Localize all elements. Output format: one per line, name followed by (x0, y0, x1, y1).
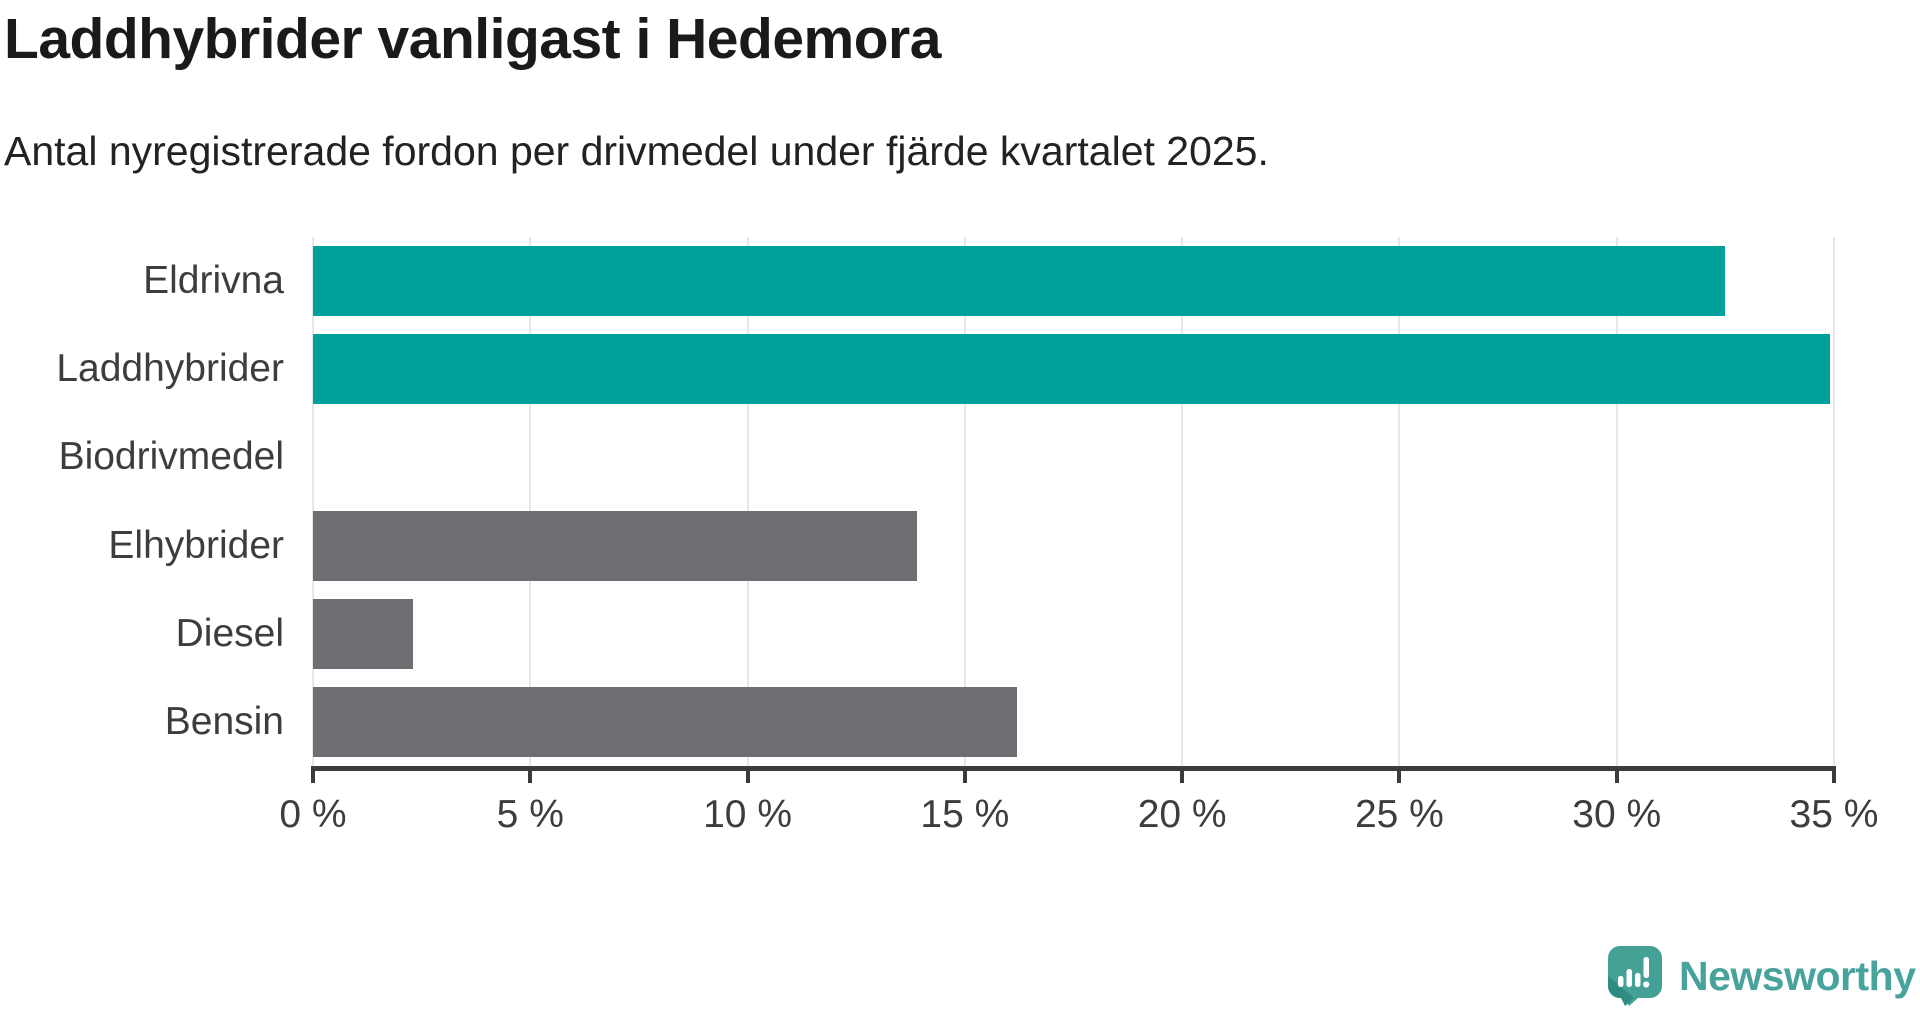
bar-row (313, 590, 1834, 678)
x-axis-tick-label: 15 % (920, 793, 1010, 836)
bar (313, 334, 1830, 405)
x-axis-tick-label: 30 % (1572, 793, 1662, 836)
x-axis-tick-label: 10 % (703, 793, 793, 836)
bar-row (313, 237, 1834, 325)
bar (313, 686, 1017, 757)
x-axis-tick (1614, 766, 1619, 783)
category-axis: Eldrivna Laddhybrider Biodrivmedel Elhybrid… (0, 237, 284, 766)
newsworthy-logo-icon (1608, 946, 1662, 1006)
x-axis-line (311, 766, 1836, 771)
x-axis-tick-label: 35 % (1789, 793, 1879, 836)
gridline (1615, 237, 1618, 766)
gridline (746, 237, 749, 766)
category-label: Laddhybrider (56, 347, 284, 391)
x-axis-tick-label: 25 % (1354, 793, 1444, 836)
bar-rows (313, 237, 1834, 766)
gridline (312, 237, 314, 766)
newsworthy-logo-text: Newsworthy (1679, 952, 1916, 999)
bar-row (313, 678, 1834, 766)
x-axis-tick (745, 766, 750, 783)
x-axis-tick-label: 20 % (1137, 793, 1227, 836)
bar (313, 510, 918, 581)
gridline (1833, 237, 1835, 766)
category-label: Diesel (175, 611, 284, 655)
bar-row (313, 502, 1834, 590)
plot-area (312, 237, 1835, 766)
x-axis-tick (1397, 766, 1402, 783)
category-label: Eldrivna (143, 259, 284, 303)
category-label: Elhybrider (108, 523, 284, 567)
newsworthy-logo: Newsworthy (1608, 946, 1916, 1006)
page-title: Laddhybrider vanligast i Hedemora (4, 7, 941, 71)
category-label: Biodrivmedel (58, 435, 284, 479)
gridline (529, 237, 532, 766)
x-axis-tick (962, 766, 967, 783)
x-axis-tick (1832, 766, 1836, 783)
bar (313, 598, 413, 669)
x-axis-tick (311, 766, 315, 783)
x-axis-tick-label: 5 % (496, 793, 564, 836)
gridline (1181, 237, 1184, 766)
gridline (1398, 237, 1401, 766)
category-label: Bensin (164, 699, 284, 743)
bar-row (313, 325, 1834, 413)
bar (313, 246, 1726, 317)
x-axis-tick (528, 766, 533, 783)
gridline (963, 237, 966, 766)
bar-row (313, 413, 1834, 501)
page-subtitle: Antal nyregistrerade fordon per drivmede… (4, 128, 1269, 174)
x-axis-tick-label: 0 % (279, 793, 347, 836)
x-axis-tick (1180, 766, 1185, 783)
